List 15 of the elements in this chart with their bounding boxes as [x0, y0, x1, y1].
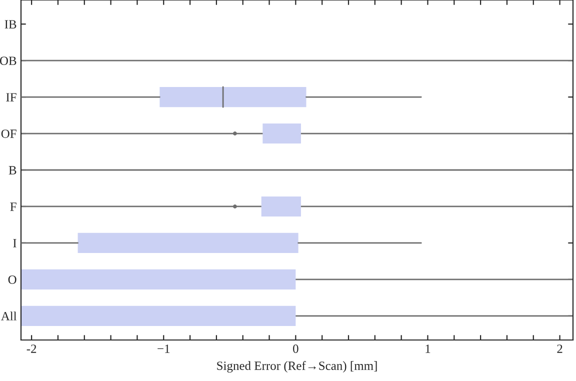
x-tick-label: -2 [26, 344, 36, 353]
x-tick-label: 2 [557, 344, 562, 353]
y-tick-label: IF [6, 93, 16, 102]
y-tick-label: OB [0, 56, 16, 66]
x-axis-title: Signed Error (Ref→Scan) [mm] [217, 361, 377, 373]
y-tick-label: F [10, 202, 16, 211]
y-tick-label: IB [4, 20, 16, 28]
y-tick-label: All [0, 312, 17, 320]
y-tick-label: B [8, 166, 16, 174]
x-tick-label: 0 [293, 344, 298, 353]
x-tick-label: 1 [426, 344, 430, 353]
y-tick-label: I [13, 239, 16, 248]
y-tick-label: OF [1, 130, 16, 138]
y-tick-label: O [8, 276, 16, 284]
x-tick-label: −1 [158, 344, 170, 353]
